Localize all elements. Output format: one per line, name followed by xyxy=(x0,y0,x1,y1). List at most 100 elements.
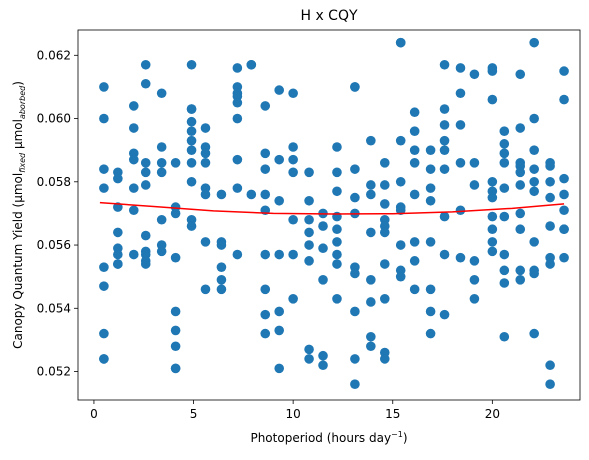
data-point xyxy=(425,237,436,247)
data-point xyxy=(156,214,167,225)
data-point xyxy=(186,59,197,70)
data-point xyxy=(232,97,243,108)
data-point xyxy=(487,211,498,222)
x-tick-label: 10 xyxy=(286,407,301,421)
data-point xyxy=(246,189,257,200)
data-point xyxy=(288,249,298,260)
data-point xyxy=(515,123,526,133)
data-point xyxy=(559,189,569,200)
data-point xyxy=(304,256,314,266)
data-point xyxy=(186,158,197,168)
data-point xyxy=(409,145,420,155)
data-point xyxy=(200,158,211,168)
data-point xyxy=(545,192,555,203)
data-point xyxy=(395,135,406,146)
data-point xyxy=(260,148,271,159)
data-point xyxy=(170,341,181,352)
data-point xyxy=(99,328,109,339)
x-tick-label: 5 xyxy=(190,407,198,421)
data-point xyxy=(499,139,510,149)
data-point xyxy=(128,154,139,165)
data-point xyxy=(559,224,569,235)
x-axis: 0 5 10 15 20 xyxy=(90,400,500,421)
data-point xyxy=(216,240,227,250)
chart-title: H x CQY xyxy=(300,8,358,24)
data-point xyxy=(99,354,109,364)
y-tick-label: 0.054 xyxy=(37,301,71,315)
data-point xyxy=(366,135,376,146)
data-point xyxy=(395,176,406,187)
data-point xyxy=(156,167,167,178)
data-point xyxy=(366,341,376,352)
data-point xyxy=(170,325,181,336)
data-point xyxy=(529,176,539,187)
data-point xyxy=(140,158,151,168)
y-tick-label: 0.056 xyxy=(37,238,71,252)
data-point xyxy=(332,294,342,304)
data-point xyxy=(439,104,450,114)
data-point xyxy=(379,199,390,209)
data-point xyxy=(379,259,390,269)
data-point xyxy=(288,88,298,99)
data-point xyxy=(274,249,285,260)
data-point xyxy=(99,281,109,291)
data-point xyxy=(350,82,360,92)
data-point xyxy=(113,249,123,260)
data-point xyxy=(332,211,342,222)
x-tick-label: 20 xyxy=(485,407,500,421)
data-point xyxy=(260,164,271,174)
data-point xyxy=(499,148,510,159)
data-point xyxy=(439,135,450,146)
data-point xyxy=(559,205,569,216)
data-point xyxy=(379,227,390,238)
data-point xyxy=(439,309,450,320)
data-point xyxy=(425,306,436,317)
data-point xyxy=(366,297,376,307)
data-point xyxy=(379,354,390,364)
data-point xyxy=(487,224,498,235)
data-point xyxy=(425,164,436,174)
data-point xyxy=(469,158,480,168)
data-point xyxy=(366,180,376,190)
data-point xyxy=(128,101,139,111)
data-point xyxy=(288,142,298,152)
data-point xyxy=(232,63,243,73)
data-point xyxy=(128,205,139,216)
data-point xyxy=(379,158,390,168)
data-point xyxy=(409,126,420,136)
data-point xyxy=(439,249,450,260)
data-point xyxy=(274,85,285,95)
data-point xyxy=(409,237,420,247)
data-point xyxy=(332,249,342,260)
data-point xyxy=(366,227,376,238)
data-point xyxy=(140,167,151,178)
data-point xyxy=(409,107,420,118)
data-point xyxy=(529,145,539,155)
data-point xyxy=(455,205,466,216)
data-point xyxy=(409,158,420,168)
data-point xyxy=(186,116,197,127)
data-point xyxy=(455,252,466,263)
data-point xyxy=(186,221,197,231)
data-point xyxy=(439,145,450,155)
data-point xyxy=(200,148,211,159)
data-point xyxy=(304,195,314,206)
data-point xyxy=(128,249,139,260)
data-point xyxy=(186,176,197,187)
data-point xyxy=(186,135,197,146)
data-point xyxy=(200,189,211,200)
data-point xyxy=(260,101,271,111)
plot-frame xyxy=(77,29,581,401)
data-point xyxy=(99,113,109,124)
data-point xyxy=(379,294,390,304)
data-point xyxy=(99,183,109,193)
data-point xyxy=(545,379,555,389)
data-point xyxy=(318,350,328,361)
data-point xyxy=(232,183,243,193)
data-point xyxy=(113,173,123,184)
data-point xyxy=(559,173,569,184)
data-point xyxy=(455,120,466,130)
data-point xyxy=(304,214,314,225)
data-point xyxy=(545,221,555,231)
data-point xyxy=(499,126,510,136)
